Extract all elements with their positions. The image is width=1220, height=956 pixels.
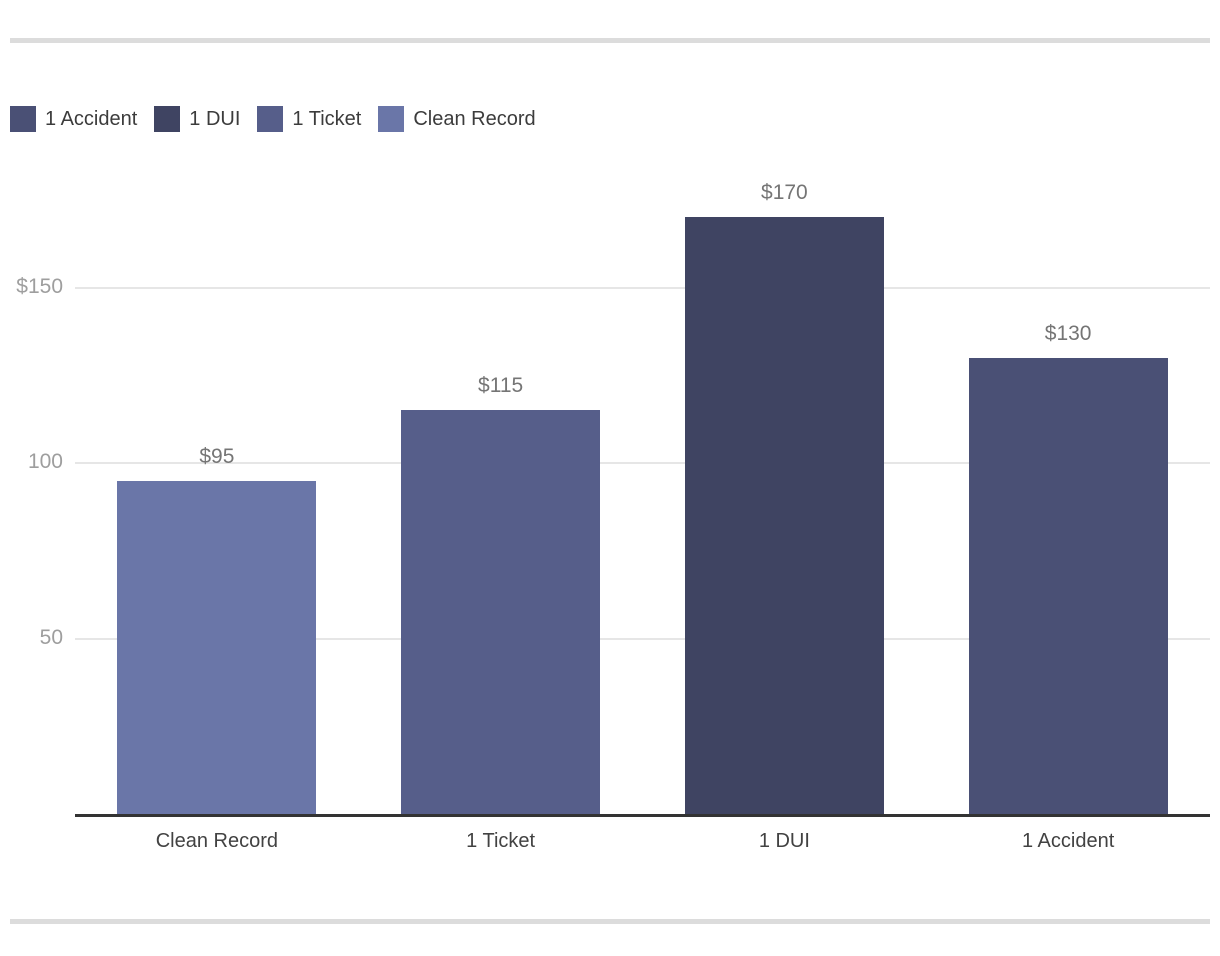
legend-label: Clean Record — [413, 108, 536, 130]
top-divider — [10, 38, 1210, 43]
bottom-divider — [10, 919, 1210, 924]
legend-item-1-accident: 1 Accident — [10, 106, 137, 132]
legend-label: 1 Accident — [45, 108, 138, 130]
x-axis-tick-label-1-accident: 1 Accident — [1021, 830, 1115, 852]
gridline-50 — [75, 637, 1210, 640]
legend-item-clean-record: Clean Record — [378, 106, 536, 132]
bar-clean-record[interactable] — [117, 481, 317, 814]
legend-label: 1 DUI — [189, 108, 241, 130]
gridline-150 — [75, 286, 1210, 289]
bar-value-label-1-dui: $170 — [761, 181, 808, 204]
y-axis-tick-label: $150 — [16, 274, 63, 298]
x-axis-tick-label-1-ticket: 1 Ticket — [466, 830, 536, 852]
legend-swatch-icon — [257, 106, 284, 132]
x-axis-tick-label-clean-record: Clean Record — [155, 830, 279, 852]
bar-1-dui[interactable] — [684, 217, 884, 814]
x-axis-tick-label-1-dui: 1 DUI — [758, 830, 810, 852]
bar-1-accident[interactable] — [968, 358, 1168, 814]
bar-value-label-1-accident: $130 — [1044, 322, 1092, 345]
y-axis-tick-label: 50 — [39, 625, 63, 649]
legend-swatch-icon — [154, 106, 181, 132]
chart-legend: 1 Accident 1 DUI 1 Ticket Clean Record — [10, 106, 536, 132]
x-axis-line — [75, 814, 1210, 817]
legend-item-1-ticket: 1 Ticket — [257, 106, 361, 132]
legend-item-1-dui: 1 DUI — [154, 106, 240, 132]
legend-swatch-icon — [10, 106, 36, 132]
gridline-100 — [75, 462, 1210, 464]
bar-value-label-1-ticket: $115 — [478, 374, 524, 397]
y-axis-tick-label: 100 — [27, 450, 63, 473]
bar-1-ticket[interactable] — [401, 410, 601, 814]
legend-swatch-icon — [378, 106, 405, 132]
legend-label: 1 Ticket — [292, 108, 362, 130]
bar-value-label-clean-record: $95 — [199, 445, 235, 468]
